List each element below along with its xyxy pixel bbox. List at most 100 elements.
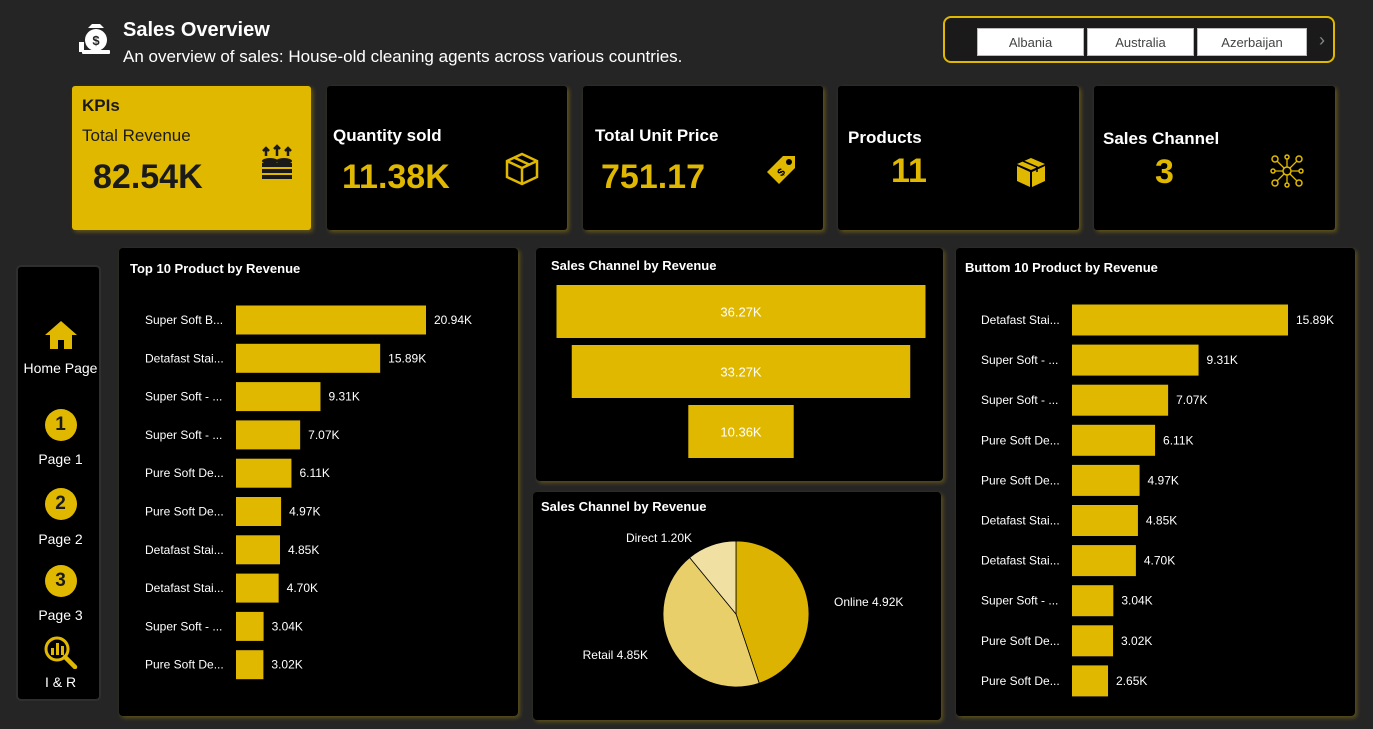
page-1-badge: 1 xyxy=(44,409,77,441)
data-label: 4.70K xyxy=(1144,554,1175,568)
bottom-10-title: Buttom 10 Product by Revenue xyxy=(965,260,1158,275)
data-label: 15.89K xyxy=(388,351,426,365)
nav-insights-recommendations[interactable]: I & R xyxy=(18,635,103,690)
analytics-search-icon xyxy=(44,636,77,670)
kpi-card-quantity-sold: Quantity sold 11.38K xyxy=(327,86,567,230)
country-option-australia[interactable]: Australia xyxy=(1087,28,1194,56)
funnel-stage[interactable] xyxy=(571,345,911,398)
data-label: 3.02K xyxy=(271,658,302,672)
nav-home-label: Home Page xyxy=(23,360,98,376)
nav-page-2[interactable]: 2 Page 2 xyxy=(18,488,103,547)
side-navigation: Home Page 1 Page 1 2 Page 2 3 Page 3 I &… xyxy=(16,265,101,701)
nav-page-1-label: Page 1 xyxy=(38,451,83,467)
category-label: Pure Soft De... xyxy=(145,466,224,480)
kpi-card-sales-channel: Sales Channel 3 xyxy=(1094,86,1335,230)
category-label: Pure Soft De... xyxy=(981,433,1060,447)
total-unit-price-label: Total Unit Price xyxy=(595,126,719,145)
top-10-bar-chart: Super Soft B... 20.94K Detafast Stai... 15.… xyxy=(145,305,472,680)
page-3-badge: 3 xyxy=(44,565,77,597)
funnel-label: 33.27K xyxy=(720,365,762,380)
bar[interactable] xyxy=(236,611,264,641)
data-label: 4.85K xyxy=(1146,514,1177,528)
bar[interactable] xyxy=(1072,585,1114,617)
bar[interactable] xyxy=(1072,464,1140,496)
data-label: 4.97K xyxy=(289,505,320,519)
nav-ir-label: I & R xyxy=(44,674,77,690)
network-icon xyxy=(1270,154,1304,188)
chevron-right-icon[interactable]: › xyxy=(1319,30,1325,50)
data-label: 4.97K xyxy=(1148,473,1179,487)
bar[interactable] xyxy=(1072,384,1169,416)
category-label: Detafast Stai... xyxy=(981,514,1060,528)
bar[interactable] xyxy=(1072,665,1109,697)
pie-slice-label: Online 4.92K xyxy=(834,595,903,609)
nav-page-1[interactable]: 1 Page 1 xyxy=(18,409,103,467)
kpi-card-products: Products 11 xyxy=(838,86,1079,230)
bar[interactable] xyxy=(236,497,282,526)
bar[interactable] xyxy=(1072,344,1199,376)
data-label: 4.85K xyxy=(288,543,319,557)
data-label: 6.11K xyxy=(1163,433,1193,447)
category-label: Super Soft - ... xyxy=(981,393,1058,407)
money-bag-icon: $ xyxy=(79,24,110,54)
bar[interactable] xyxy=(236,458,292,488)
bar[interactable] xyxy=(236,420,301,450)
funnel-title: Sales Channel by Revenue xyxy=(551,258,717,273)
bar[interactable] xyxy=(1072,625,1114,657)
sales-channel-label: Sales Channel xyxy=(1103,129,1220,148)
quantity-sold-value: 11.38K xyxy=(342,158,450,196)
category-label: Detafast Stai... xyxy=(145,351,224,365)
category-label: Super Soft - ... xyxy=(145,428,222,442)
category-label: Super Soft - ... xyxy=(145,619,222,633)
bar[interactable] xyxy=(236,382,321,412)
bar[interactable] xyxy=(236,305,426,335)
pie-slice[interactable] xyxy=(662,557,760,688)
bar[interactable] xyxy=(1072,545,1136,577)
data-label: 3.04K xyxy=(1121,594,1152,608)
products-label: Products xyxy=(848,128,922,147)
sales-channel-funnel-panel: Sales Channel by Revenue 36.27K 33.27K 10.… xyxy=(536,248,943,481)
top-10-title: Top 10 Product by Revenue xyxy=(130,261,301,276)
country-slicer: Albania Australia Azerbaijan › xyxy=(943,16,1335,63)
category-label: Detafast Stai... xyxy=(145,581,224,595)
bottom-10-bar-chart: Detafast Stai... 15.89K Super Soft - ... 9.… xyxy=(981,304,1334,697)
country-option-albania[interactable]: Albania xyxy=(977,28,1084,56)
funnel-stage[interactable] xyxy=(688,405,794,458)
data-label: 9.31K xyxy=(328,390,359,404)
funnel-label: 36.27K xyxy=(720,305,762,320)
category-label: Detafast Stai... xyxy=(981,554,1060,568)
nav-page-3[interactable]: 3 Page 3 xyxy=(18,565,103,623)
total-revenue-label: Total Revenue xyxy=(82,126,191,145)
page-subtitle: An overview of sales: House-old cleaning… xyxy=(123,47,683,66)
data-label: 6.11K xyxy=(299,466,329,480)
kpi-card-total-unit-price: Total Unit Price 751.17 $ xyxy=(583,86,823,230)
bar[interactable] xyxy=(236,535,281,565)
country-option-azerbaijan[interactable]: Azerbaijan xyxy=(1197,28,1307,56)
category-label: Super Soft B... xyxy=(145,313,223,327)
bar[interactable] xyxy=(1072,304,1288,336)
sales-channel-pie-chart: Online 4.92K Retail 4.85K Direct 1.20K xyxy=(583,531,903,688)
data-label: 4.70K xyxy=(287,581,318,595)
pie-slice[interactable] xyxy=(689,540,737,616)
funnel-stage[interactable] xyxy=(556,285,926,338)
bar[interactable] xyxy=(236,343,381,373)
data-label: 7.07K xyxy=(308,428,339,442)
kpis-section-label: KPIs xyxy=(82,96,120,115)
package-icon xyxy=(1017,158,1045,187)
bar[interactable] xyxy=(1072,505,1138,536)
data-label: 7.07K xyxy=(1176,393,1207,407)
svg-text:$: $ xyxy=(92,33,100,48)
sales-channel-value: 3 xyxy=(1155,153,1174,191)
bar[interactable] xyxy=(236,573,279,603)
bar[interactable] xyxy=(236,650,264,680)
category-label: Pure Soft De... xyxy=(981,674,1060,688)
category-label: Super Soft - ... xyxy=(145,390,222,404)
category-label: Pure Soft De... xyxy=(981,634,1060,648)
bar[interactable] xyxy=(1072,424,1156,456)
nav-home-page[interactable]: Home Page xyxy=(18,319,103,376)
home-icon xyxy=(44,321,77,349)
products-value: 11 xyxy=(891,152,927,190)
category-label: Pure Soft De... xyxy=(145,505,224,519)
pie-slice[interactable] xyxy=(735,540,810,684)
pie-title: Sales Channel by Revenue xyxy=(541,499,707,514)
